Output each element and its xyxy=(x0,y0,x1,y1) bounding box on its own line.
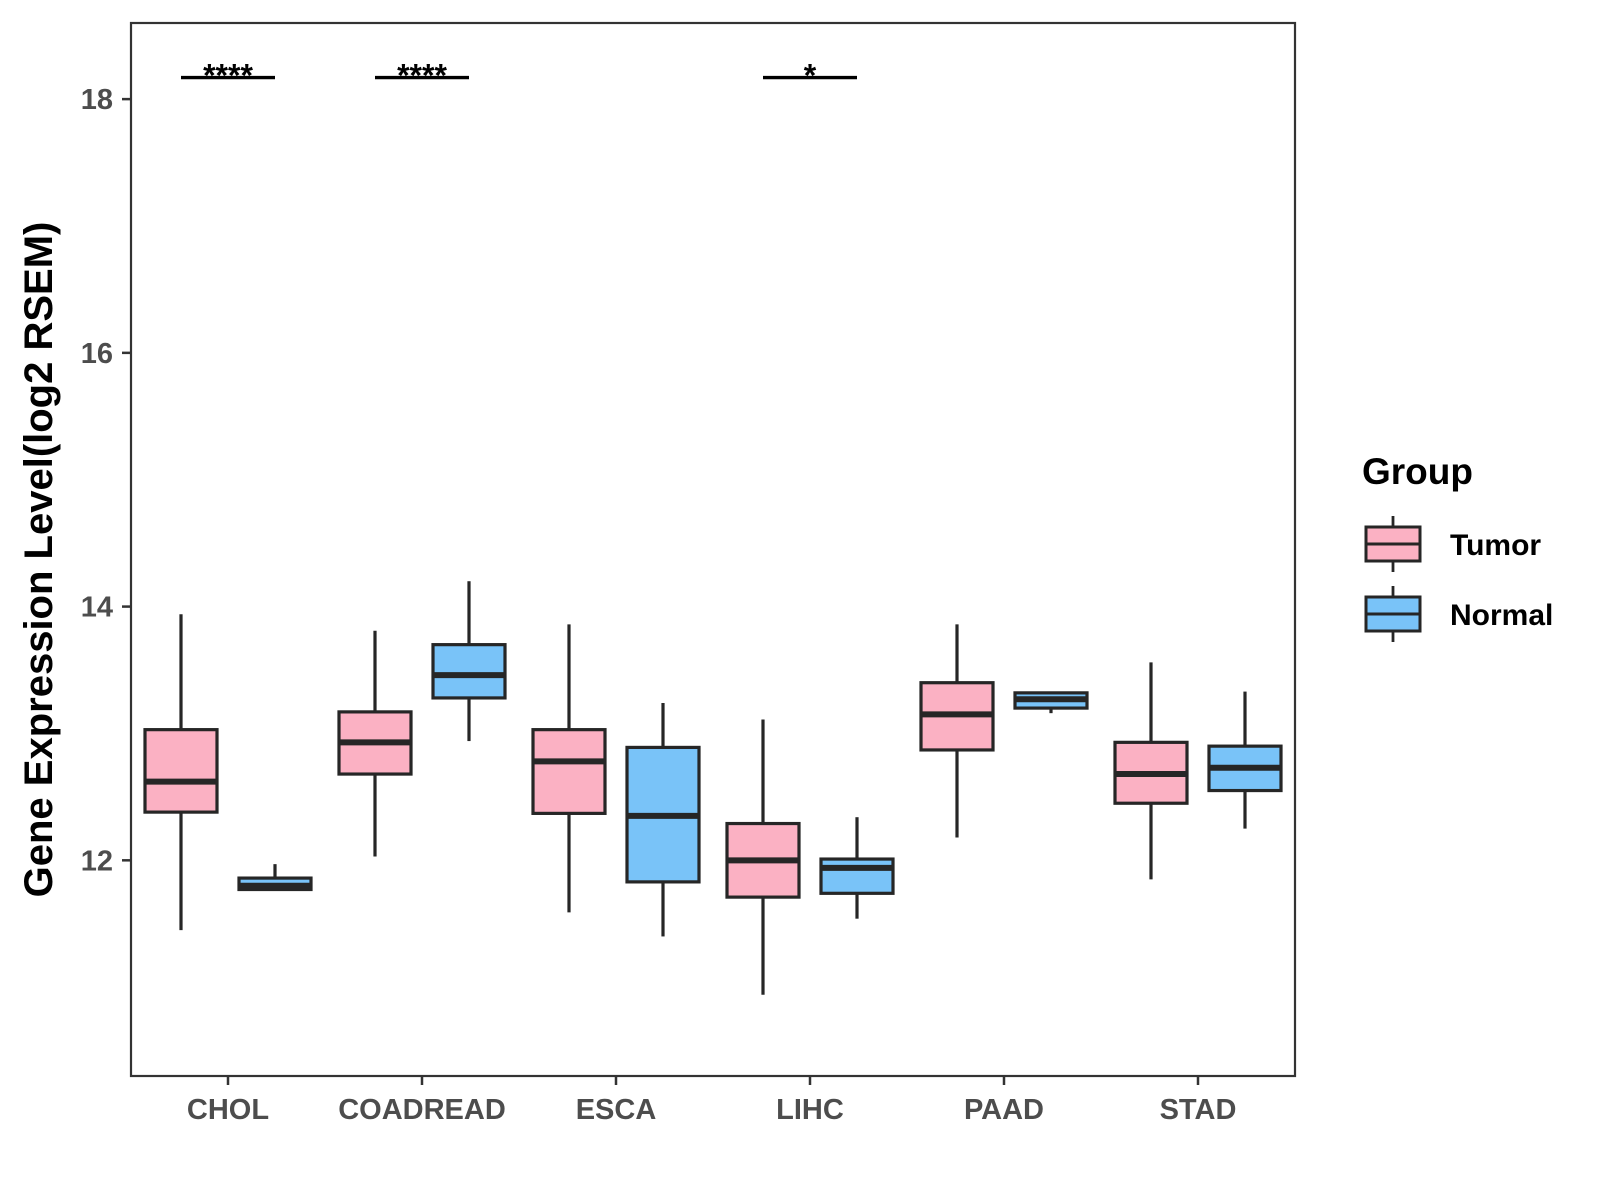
y-tick-label: 14 xyxy=(81,592,113,624)
box-normal-paad xyxy=(1013,691,1089,714)
box-body xyxy=(143,728,219,814)
box-tumor-paad xyxy=(919,624,995,838)
x-tick-label: CHOL xyxy=(187,1094,269,1126)
box-tumor-lihc xyxy=(725,719,801,995)
legend-label: Tumor xyxy=(1450,529,1541,562)
box-tumor-coadread xyxy=(337,630,413,857)
axes: 12 14 16 18 CHOL COADREAD ESCA LIHC PAAD STAD Gene… xyxy=(17,21,1297,1126)
y-tick-label: 16 xyxy=(81,338,113,370)
significance-label: **** xyxy=(203,58,253,94)
box-body xyxy=(531,728,607,815)
significance-coadread: **** xyxy=(375,58,469,94)
significance-label: **** xyxy=(397,58,447,94)
plot-area: **** **** * xyxy=(143,58,1283,995)
y-tick-label: 12 xyxy=(81,845,113,877)
box-normal-chol xyxy=(237,864,313,892)
legend-title: Group xyxy=(1362,451,1473,492)
x-tick-label: ESCA xyxy=(576,1094,657,1126)
significance-lihc: * xyxy=(763,58,857,94)
box-tumor-stad xyxy=(1113,662,1189,880)
significance-label: * xyxy=(804,58,817,94)
box-normal-coadread xyxy=(431,581,507,742)
box-body xyxy=(431,643,507,700)
significance-chol: **** xyxy=(181,58,275,94)
box-normal-stad xyxy=(1207,691,1283,829)
legend: Group Tumor Normal xyxy=(1362,451,1553,642)
y-axis-title: Gene Expression Level(log2 RSEM) xyxy=(17,222,61,898)
legend-label: Normal xyxy=(1450,599,1553,632)
legend-item-normal: Normal xyxy=(1364,586,1553,642)
legend-item-tumor: Tumor xyxy=(1364,516,1541,572)
panel-border xyxy=(129,21,1297,1078)
x-tick-label: COADREAD xyxy=(338,1094,506,1126)
box-tumor-esca xyxy=(531,624,607,913)
box-tumor-chol xyxy=(143,614,219,931)
x-tick-label: STAD xyxy=(1160,1094,1237,1126)
x-tick-label: PAAD xyxy=(964,1094,1044,1126)
box-body xyxy=(819,857,895,895)
y-tick-label: 18 xyxy=(81,84,113,116)
box-normal-esca xyxy=(625,703,701,937)
x-tick-label: LIHC xyxy=(776,1094,844,1126)
box-normal-lihc xyxy=(819,817,895,919)
